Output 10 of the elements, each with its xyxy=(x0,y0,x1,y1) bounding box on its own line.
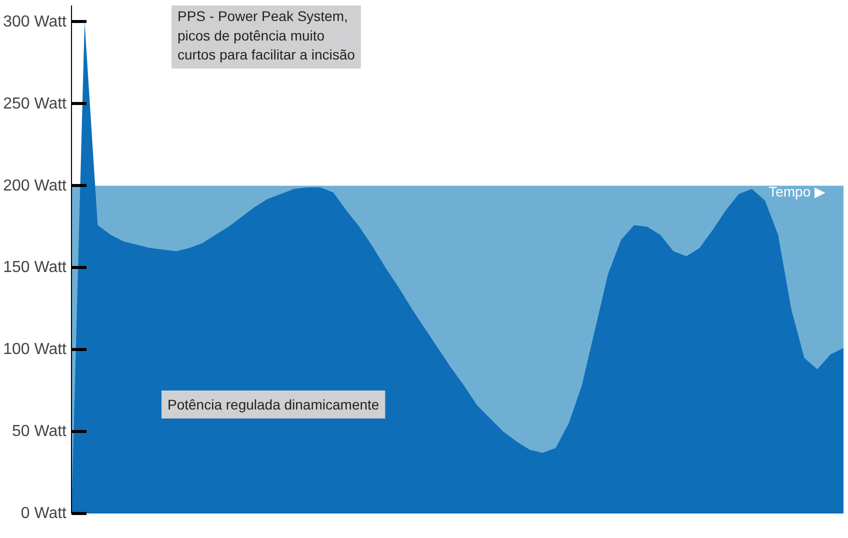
y-tick-label: 150 Watt xyxy=(3,259,68,276)
annotation: Potência regulada dinamicamente xyxy=(168,396,380,412)
y-tick-label: 0 Watt xyxy=(20,505,68,522)
y-tick-label: 100 Watt xyxy=(3,341,68,358)
y-tick-label: 50 Watt xyxy=(12,423,68,440)
annotation: Tempo ▶ xyxy=(768,184,826,200)
y-tick-label: 250 Watt xyxy=(3,95,68,112)
annotation: PPS - Power Peak System, picos de potência muito curtos para facilitar a incisão xyxy=(178,8,356,62)
y-tick-label: 200 Watt xyxy=(3,177,68,194)
y-tick-label: 300 Watt xyxy=(3,13,68,30)
